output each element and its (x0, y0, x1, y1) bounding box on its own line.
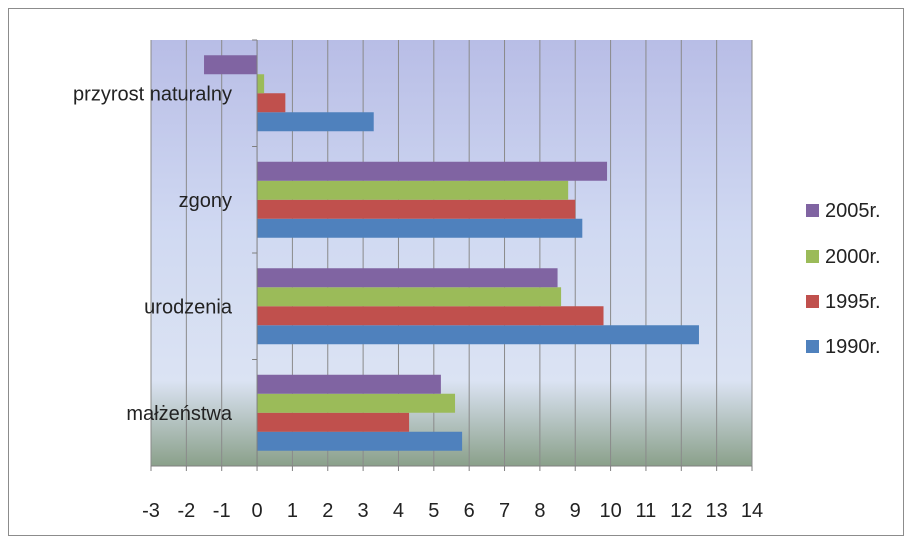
bar-1990r-3 (257, 112, 374, 132)
x-tick-label-3: 0 (251, 500, 262, 522)
x-tick-label-2: -1 (213, 500, 231, 522)
x-tick-label-6: 3 (358, 500, 369, 522)
legend-label: 1990r. (825, 336, 881, 358)
x-tick-label-13: 10 (599, 500, 621, 522)
x-tick-label-8: 5 (428, 500, 439, 522)
bar-1990r-1 (257, 325, 699, 345)
legend-swatch (806, 340, 819, 353)
x-tick-label-7: 4 (393, 500, 404, 522)
x-tick-label-1: -2 (177, 500, 195, 522)
x-tick-label-11: 8 (534, 500, 545, 522)
bar-1990r-0 (257, 431, 463, 451)
legend-swatch (806, 204, 819, 217)
bar-2000r-0 (257, 393, 456, 413)
legend-item-2000r: 2000r. (806, 246, 881, 268)
bar-1995r-0 (257, 412, 410, 432)
axes (150, 39, 753, 471)
legend: 2005r. 2000r. 1995r. 1990r. (806, 200, 881, 358)
bar-1995r-2 (257, 199, 576, 219)
x-tick-labels: -3 -2 -1 0 1 2 3 4 5 6 7 8 9 10 11 12 13 14 (142, 500, 763, 522)
bars (204, 55, 699, 451)
category-label-1: urodzenia (144, 296, 233, 318)
bar-1995r-3 (257, 93, 286, 113)
bar-2005r-3 (204, 55, 258, 75)
legend-item-2005r: 2005r. (806, 200, 881, 222)
legend-label: 2005r. (825, 200, 881, 222)
legend-item-1995r: 1995r. (806, 291, 881, 313)
x-tick-label-4: 1 (287, 500, 298, 522)
legend-label: 1995r. (825, 291, 881, 313)
x-tick-label-15: 12 (670, 500, 692, 522)
bar-2005r-2 (257, 161, 608, 181)
bar-1990r-2 (257, 218, 583, 238)
bar-1995r-1 (257, 306, 604, 326)
x-tick-label-16: 13 (706, 500, 728, 522)
bar-2005r-0 (257, 374, 441, 394)
legend-swatch (806, 250, 819, 263)
category-label-3: przyrost naturalny (73, 83, 232, 105)
legend-item-1990r: 1990r. (806, 336, 881, 358)
category-label-2: zgony (179, 190, 232, 212)
bar-2000r-1 (257, 287, 562, 307)
x-tick-label-12: 9 (570, 500, 581, 522)
x-tick-label-17: 14 (741, 500, 763, 522)
bar-2000r-2 (257, 180, 569, 200)
bar-2005r-1 (257, 268, 558, 288)
category-label-0: małżeństwa (126, 403, 232, 425)
legend-label: 2000r. (825, 246, 881, 268)
legend-swatch (806, 295, 819, 308)
category-labels: małżeństwa urodzenia zgony przyrost natural… (73, 83, 233, 425)
x-tick-label-0: -3 (142, 500, 160, 522)
bar-2000r-3 (257, 74, 265, 94)
x-tick-label-14: 11 (636, 500, 657, 522)
x-tick-label-5: 2 (322, 500, 333, 522)
x-tick-label-10: 7 (499, 500, 510, 522)
x-tick-label-9: 6 (464, 500, 475, 522)
